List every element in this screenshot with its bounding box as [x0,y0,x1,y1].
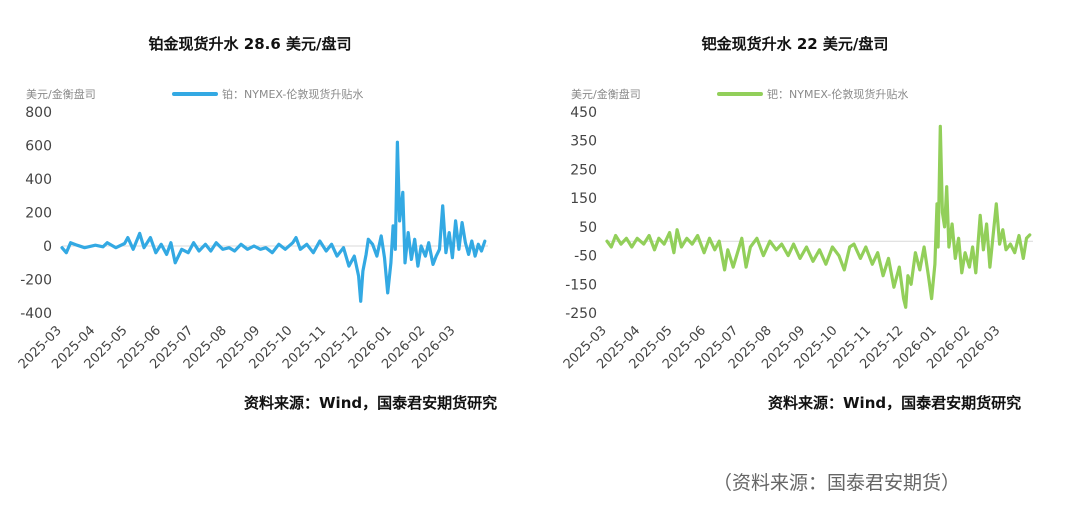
y-tick-label: -50 [574,249,597,265]
chart-source-note: 资料来源：Wind，国泰君安期货研究 [768,394,1022,412]
legend-swatch [717,92,763,96]
legend-swatch [172,92,218,96]
chart-legend: 铂：NYMEX-伦敦现货升贴水 [172,86,363,102]
y-axis-unit-label: 美元/金衡盘司 [571,88,641,101]
legend-label: 铂：NYMEX-伦敦现货升贴水 [222,88,364,101]
footer-source-note: （资料来源：国泰君安期货） [713,472,961,494]
chart-source-note: 资料来源：Wind，国泰君安期货研究 [244,394,498,412]
y-tick-label: 350 [570,134,597,150]
y-tick-label: -150 [565,277,597,293]
platinum-chart-panel: 铂金现货升水 28.6 美元/盘司 美元/金衡盘司 铂：NYMEX-伦敦现货升贴… [0,0,540,420]
platinum-line-chart: 8006004002000-200-4002025-032025-042025-… [16,105,488,372]
y-tick-label: -250 [565,306,597,322]
y-tick-label: 200 [25,206,52,222]
y-tick-label: 150 [570,191,597,207]
chart-title: 铂金现货升水 28.6 美元/盘司 [148,35,352,53]
series-line [605,124,1032,309]
chart-title: 钯金现货升水 22 美元/盘司 [701,35,889,53]
y-tick-label: -200 [20,273,52,289]
y-tick-label: 450 [570,105,597,121]
y-tick-label: 600 [25,139,52,155]
y-tick-label: -400 [20,306,52,322]
y-axis-unit-label: 美元/金衡盘司 [26,88,96,101]
chart-legend: 钯：NYMEX-伦敦现货升贴水 [717,86,908,102]
legend-label: 钯：NYMEX-伦敦现货升贴水 [767,88,909,101]
y-tick-label: 0 [43,239,52,255]
palladium-line-chart: 45035025015050-50-150-2502025-032025-042… [561,105,1033,372]
y-tick-label: 50 [579,220,597,236]
y-tick-label: 250 [570,162,597,178]
y-tick-label: 400 [25,172,52,188]
y-tick-label: 800 [25,105,52,121]
palladium-chart-panel: 钯金现货升水 22 美元/盘司 美元/金衡盘司 钯：NYMEX-伦敦现货升贴水 … [545,0,1080,420]
series-line [60,140,487,303]
